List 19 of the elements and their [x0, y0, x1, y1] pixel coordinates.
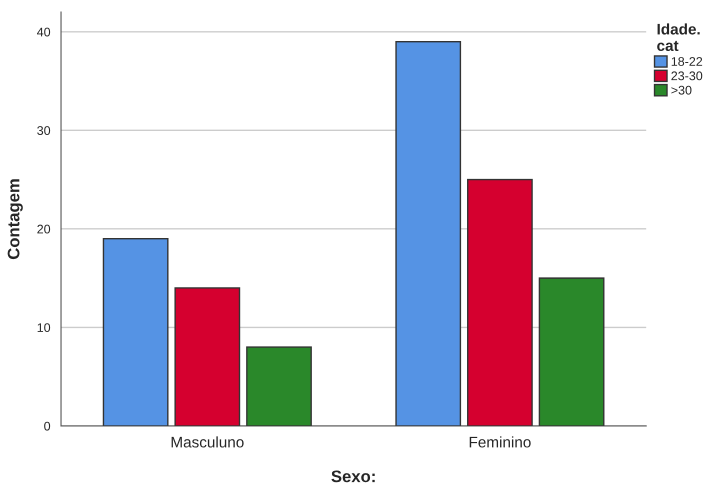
y-axis-title: Contagem [8, 179, 23, 260]
bar [467, 178, 533, 426]
legend-label: >30 [671, 86, 692, 95]
bar [174, 287, 240, 426]
legend-label: 18-22 [672, 57, 702, 66]
bar [246, 346, 312, 426]
y-tick-label: 40 [37, 28, 50, 36]
bar [538, 277, 604, 426]
x-tick-label: Feminino [470, 436, 531, 448]
x-axis-title: Sexo: [331, 470, 375, 482]
x-tick-label: Masculuno [172, 436, 244, 448]
bar [102, 238, 169, 426]
y-tick-label: 30 [37, 126, 50, 135]
legend-title: Idade. cat [657, 23, 700, 52]
y-tick-label: 10 [38, 323, 50, 332]
bar [395, 40, 462, 426]
y-tick-label: 0 [44, 422, 50, 431]
y-tick-label: 20 [37, 224, 50, 234]
legend-label: 23-30 [671, 71, 702, 80]
